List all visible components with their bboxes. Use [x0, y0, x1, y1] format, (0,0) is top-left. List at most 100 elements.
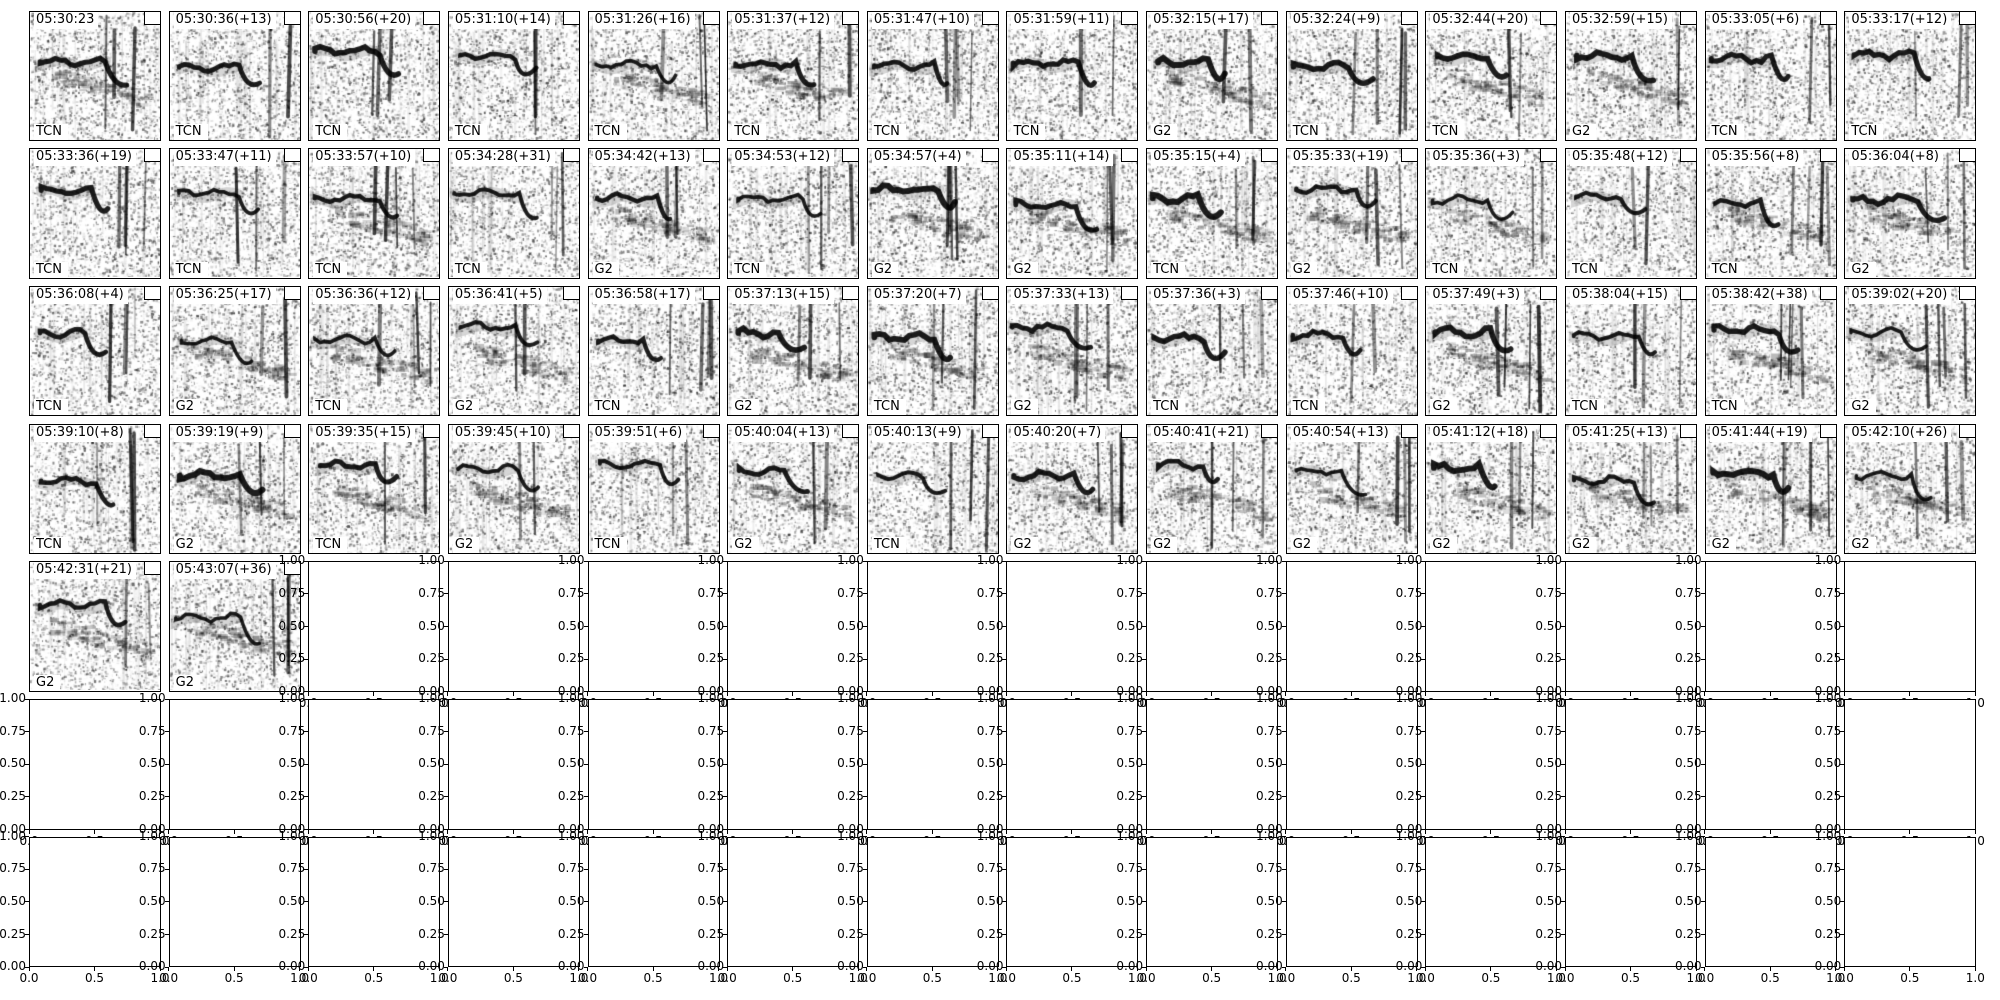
y-tick-mark [583, 901, 588, 903]
x-tick-label: 1.0 [290, 971, 310, 986]
x-tick-mark [1843, 967, 1845, 972]
y-tick-mark [862, 868, 867, 870]
x-tick-mark [792, 967, 794, 972]
panel-title: 05:40:54(+13) [1290, 424, 1393, 442]
y-tick-mark [1142, 868, 1147, 870]
panel-corner-box [981, 149, 998, 163]
spectrogram-panel: 05:33:47(+11) TCN [168, 148, 301, 279]
y-tick-label: 0.00 [418, 683, 445, 698]
y-tick-label: 0.50 [1674, 618, 1702, 633]
x-tick-mark [1071, 967, 1073, 972]
y-tick-mark [723, 691, 728, 693]
x-tick-mark [931, 829, 933, 834]
panel-corner-box [702, 424, 719, 438]
y-tick-mark [1281, 901, 1286, 903]
y-tick-label: 0.00 [1256, 683, 1283, 698]
x-tick-mark [1490, 967, 1492, 972]
y-tick-mark [164, 934, 169, 936]
empty-axes-panel [1565, 836, 1698, 968]
y-tick-label: 0.50 [1535, 893, 1563, 908]
y-tick-mark [304, 698, 309, 700]
spectrogram-panel: 05:41:25(+13) G2 [1565, 423, 1698, 555]
y-tick-label: 0.25 [1116, 926, 1144, 941]
x-tick-mark [866, 829, 868, 834]
y-tick-mark [1700, 658, 1705, 660]
y-tick-mark [1700, 763, 1705, 765]
x-tick-mark [578, 691, 580, 696]
y-tick-mark [1840, 901, 1845, 903]
panel-class-label: TCN [1290, 399, 1325, 416]
panel-title: 05:36:04(+8) [1849, 149, 1944, 167]
y-tick-mark [304, 763, 309, 765]
y-tick-mark [1142, 691, 1147, 693]
spectrogram-image [1705, 286, 1836, 415]
x-tick-mark [718, 691, 720, 696]
y-tick-mark [1840, 560, 1845, 562]
spectrogram-image [1566, 424, 1697, 553]
panel-class-label: G2 [1430, 537, 1457, 554]
y-tick-label: 1.00 [1395, 828, 1423, 843]
spectrogram-image [169, 562, 300, 691]
x-tick-mark [652, 829, 654, 834]
spectrogram-panel: 05:34:28(+31) TCN [447, 148, 580, 279]
y-tick-label: 1.00 [278, 691, 306, 705]
x-tick-mark [447, 829, 449, 834]
y-tick-mark [1421, 658, 1426, 660]
y-tick-label: 0.25 [1256, 651, 1283, 666]
y-tick-label: 0.25 [557, 651, 585, 666]
spectrogram-panel: 05:40:13(+9) TCN [866, 423, 999, 555]
y-tick-label: 0.25 [1535, 926, 1563, 941]
y-tick-label: 0.50 [1535, 618, 1563, 633]
x-tick-label: 0.0 [1415, 971, 1435, 986]
spectrogram-image [1566, 149, 1697, 278]
x-tick-mark [1835, 691, 1837, 696]
x-tick-mark [718, 829, 720, 834]
y-tick-label: 0.75 [1674, 585, 1702, 600]
panel-corner-box [981, 11, 998, 25]
y-tick-mark [1840, 593, 1845, 595]
x-tick-mark [792, 829, 794, 834]
y-tick-label: 0.00 [1535, 959, 1563, 974]
panel-title: 05:41:12(+18) [1430, 424, 1533, 442]
x-tick-mark [1974, 967, 1976, 972]
y-tick-mark [304, 934, 309, 936]
empty-axes-panel [727, 561, 860, 692]
panel-class-label: G2 [1570, 537, 1597, 554]
y-tick-label: 0.75 [837, 723, 864, 738]
y-tick-label: 0.50 [1256, 756, 1283, 771]
spectrogram-panel: 05:41:44(+19) G2 [1704, 423, 1837, 555]
y-tick-mark [1421, 966, 1426, 968]
panel-class-label: G2 [173, 674, 200, 691]
y-tick-mark [1700, 934, 1705, 936]
y-tick-label: 1.00 [1256, 828, 1283, 843]
spectrogram-image [1007, 286, 1138, 415]
x-tick-mark [1630, 967, 1632, 972]
y-tick-mark [1142, 658, 1147, 660]
x-tick-mark [1769, 691, 1771, 696]
x-tick-mark [373, 829, 375, 834]
empty-axes-panel [1704, 836, 1837, 968]
x-tick-mark [587, 829, 589, 834]
x-tick-mark [373, 691, 375, 696]
panel-class-label: G2 [452, 399, 480, 416]
x-tick-label: 0.0 [1555, 971, 1575, 986]
x-tick-mark [1843, 829, 1845, 834]
y-tick-label: 1.00 [138, 828, 166, 843]
panel-class-label: TCN [1709, 261, 1744, 278]
y-tick-mark [583, 731, 588, 733]
x-tick-mark [1145, 829, 1147, 834]
y-tick-label: 1.00 [1535, 553, 1563, 568]
y-tick-mark [1561, 836, 1566, 838]
panel-title: 05:32:44(+20) [1430, 11, 1533, 29]
y-tick-mark [164, 731, 169, 733]
y-tick-label: 1.00 [1814, 553, 1842, 568]
x-tick-mark [1909, 967, 1911, 972]
panel-title: 05:32:59(+15) [1570, 11, 1672, 29]
panel-title: 05:36:08(+4) [34, 286, 128, 304]
x-tick-mark [587, 967, 589, 972]
x-tick-label: 0.5 [84, 971, 105, 986]
y-tick-label: 0.75 [1395, 723, 1423, 738]
y-tick-label: 0.50 [1814, 618, 1842, 633]
y-tick-mark [723, 796, 728, 798]
spectrogram-panel: 05:39:19(+9) G2 [168, 423, 301, 555]
